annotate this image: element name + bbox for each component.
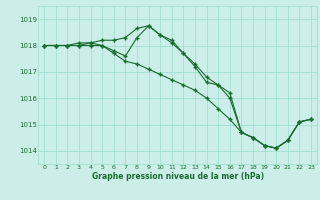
X-axis label: Graphe pression niveau de la mer (hPa): Graphe pression niveau de la mer (hPa)	[92, 172, 264, 181]
